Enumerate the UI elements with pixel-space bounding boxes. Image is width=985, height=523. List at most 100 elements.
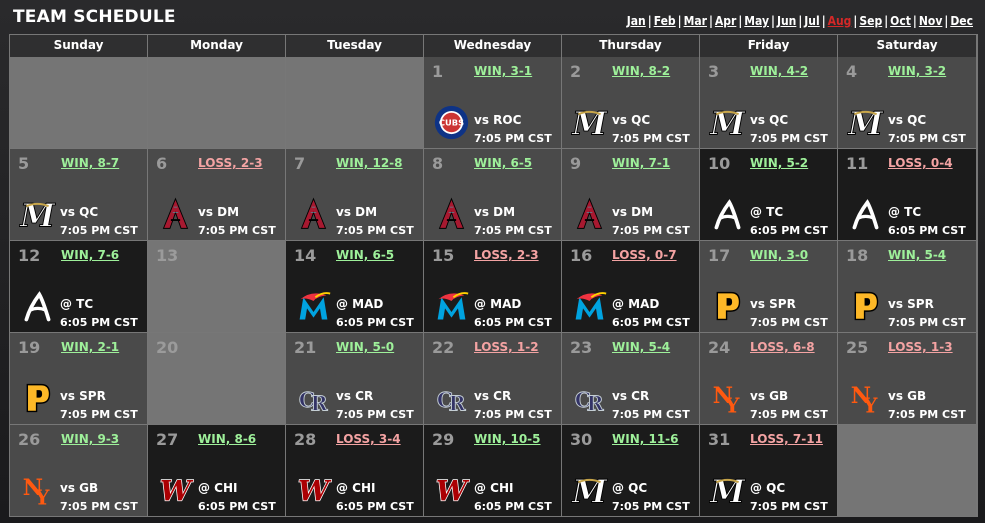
calendar-day-14[interactable]: 14 WIN, 6-5 @ MAD 6:05 PM CST: [286, 241, 424, 333]
calendar-day-18[interactable]: 18 WIN, 5-4 vs SPR 7:05 PM CST: [838, 241, 977, 333]
month-link-apr[interactable]: Apr: [714, 14, 737, 28]
calendar-day-10[interactable]: 10 WIN, 5-2 @ TC 6:05 PM CST: [700, 149, 838, 241]
game-result-link[interactable]: WIN, 5-4: [612, 340, 671, 354]
month-link-nov[interactable]: Nov: [918, 14, 943, 28]
game-result-link[interactable]: LOSS, 6-8: [750, 340, 815, 354]
game-result-link[interactable]: WIN, 10-5: [474, 432, 541, 446]
opponent-label: @ QC: [612, 481, 648, 495]
calendar-day-30[interactable]: 30 WIN, 11-6 M @ QC 7:05 PM CST: [562, 425, 700, 517]
month-separator: |: [738, 14, 743, 28]
braves-a-logo-icon: [709, 196, 746, 233]
opponent-label: @ QC: [750, 481, 786, 495]
calendar-day-27[interactable]: 27 WIN, 8-6 W @ CHI 6:05 PM CST: [148, 425, 286, 517]
game-result-link[interactable]: LOSS, 1-2: [474, 340, 539, 354]
game-result-link[interactable]: WIN, 5-4: [888, 248, 947, 262]
calendar-day-13-no-game: 13: [148, 241, 286, 333]
calendar-day-12[interactable]: 12 WIN, 7-6 @ TC 6:05 PM CST: [10, 241, 148, 333]
calendar-day-16[interactable]: 16 LOSS, 0-7 @ MAD 6:05 PM CST: [562, 241, 700, 333]
calendar-empty-cell: [838, 425, 977, 517]
game-result-link[interactable]: WIN, 5-2: [750, 156, 809, 170]
svg-text:Y: Y: [862, 393, 878, 417]
game-result-link[interactable]: LOSS, 2-3: [474, 248, 539, 262]
month-link-jun[interactable]: Jun: [776, 14, 797, 28]
game-result-link[interactable]: LOSS, 0-7: [612, 248, 677, 262]
month-link-mar[interactable]: Mar: [683, 14, 707, 28]
calendar-day-29[interactable]: 29 WIN, 10-5 W @ CHI 6:05 PM CST: [424, 425, 562, 517]
game-result-link[interactable]: WIN, 8-2: [612, 64, 671, 78]
game-result-link[interactable]: WIN, 11-6: [612, 432, 679, 446]
weekday-header-friday: Friday: [700, 35, 838, 57]
game-result-link[interactable]: WIN, 8-6: [198, 432, 257, 446]
month-link-feb[interactable]: Feb: [653, 14, 676, 28]
game-result-link[interactable]: WIN, 3-1: [474, 64, 533, 78]
game-result-link[interactable]: LOSS, 7-11: [750, 432, 823, 446]
day-number: 2: [570, 62, 582, 81]
game-result-link[interactable]: WIN, 8-7: [61, 156, 120, 170]
game-result-link[interactable]: WIN, 9-3: [61, 432, 120, 446]
calendar-day-1[interactable]: 1 WIN, 3-1 CUBS vs ROC 7:05 PM CST: [424, 57, 562, 149]
month-separator: |: [884, 14, 889, 28]
day-number: 11: [846, 154, 869, 173]
calendar-day-7[interactable]: 7 WIN, 12-8 vs DM 7:05 PM CST: [286, 149, 424, 241]
calendar-day-11[interactable]: 11 LOSS, 0-4 @ TC 6:05 PM CST: [838, 149, 977, 241]
braves-a-logo-icon: [847, 196, 884, 233]
day-number: 31: [708, 430, 731, 449]
game-result-link[interactable]: LOSS, 0-4: [888, 156, 953, 170]
month-link-may[interactable]: May: [744, 14, 769, 28]
day-number: 20: [156, 338, 179, 357]
game-result-link[interactable]: WIN, 6-5: [336, 248, 395, 262]
game-result-link[interactable]: WIN, 7-6: [61, 248, 120, 262]
svg-text:Y: Y: [724, 393, 740, 417]
month-link-dec[interactable]: Dec: [950, 14, 973, 28]
pirates-p-logo-icon: [847, 288, 884, 325]
calendar-day-31[interactable]: 31 LOSS, 7-11 M @ QC 7:05 PM CST: [700, 425, 838, 517]
month-link-oct[interactable]: Oct: [890, 14, 911, 28]
game-result-link[interactable]: WIN, 2-1: [61, 340, 120, 354]
game-result-link[interactable]: WIN, 3-2: [888, 64, 947, 78]
game-result-link[interactable]: WIN, 3-0: [750, 248, 809, 262]
diamondbacks-a-logo-icon: [433, 196, 470, 233]
calendar-day-9[interactable]: 9 WIN, 7-1 vs DM 7:05 PM CST: [562, 149, 700, 241]
game-result-link[interactable]: WIN, 7-1: [612, 156, 671, 170]
game-result-link[interactable]: LOSS, 3-4: [336, 432, 401, 446]
month-link-sep[interactable]: Sep: [859, 14, 883, 28]
month-link-aug[interactable]: Aug: [827, 14, 852, 28]
calendar-day-17[interactable]: 17 WIN, 3-0 vs SPR 7:05 PM CST: [700, 241, 838, 333]
diamondbacks-a-logo-icon: [295, 196, 332, 233]
game-result-link[interactable]: LOSS, 1-3: [888, 340, 953, 354]
svg-text:C: C: [437, 388, 453, 412]
game-result-link[interactable]: WIN, 4-2: [750, 64, 809, 78]
brewers-m-logo-icon: M: [709, 104, 747, 143]
game-time: 7:05 PM CST: [750, 132, 828, 145]
game-result-link[interactable]: WIN, 12-8: [336, 156, 403, 170]
pirates-p-logo-icon: [709, 288, 746, 325]
game-time: 7:05 PM CST: [612, 408, 690, 421]
game-result-link[interactable]: WIN, 5-0: [336, 340, 395, 354]
day-number: 8: [432, 154, 444, 173]
game-time: 6:05 PM CST: [474, 316, 552, 329]
game-result-link[interactable]: WIN, 6-5: [474, 156, 533, 170]
calendar-day-28[interactable]: 28 LOSS, 3-4 W @ CHI 6:05 PM CST: [286, 425, 424, 517]
month-separator: |: [708, 14, 713, 28]
calendar-day-8[interactable]: 8 WIN, 6-5 vs DM 7:05 PM CST: [424, 149, 562, 241]
opponent-label: @ MAD: [474, 297, 522, 311]
calendar-day-19[interactable]: 19 WIN, 2-1 vs SPR 7:05 PM CST: [10, 333, 148, 425]
calendar-day-15[interactable]: 15 LOSS, 2-3 @ MAD 6:05 PM CST: [424, 241, 562, 333]
month-link-jul[interactable]: Jul: [804, 14, 820, 28]
day-number: 22: [432, 338, 455, 357]
brewers-m-logo-icon: M: [847, 104, 885, 143]
game-result-link[interactable]: LOSS, 2-3: [198, 156, 263, 170]
month-link-jan[interactable]: Jan: [626, 14, 646, 28]
calendar-day-6[interactable]: 6 LOSS, 2-3 vs DM 7:05 PM CST: [148, 149, 286, 241]
